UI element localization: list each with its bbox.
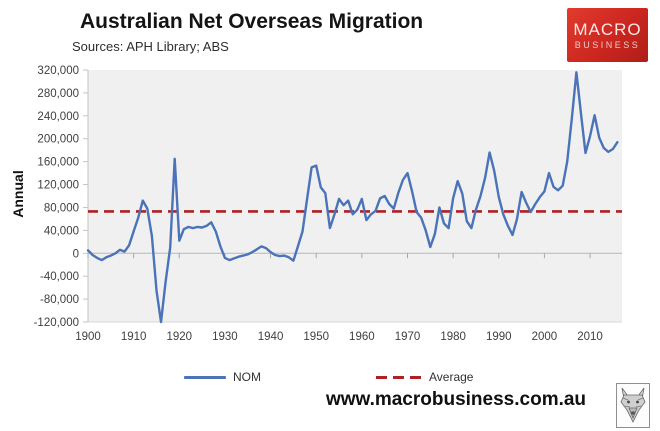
svg-text:1960: 1960 <box>349 331 375 343</box>
svg-text:-120,000: -120,000 <box>34 317 79 329</box>
legend-label-nom: NOM <box>233 370 261 384</box>
svg-text:280,000: 280,000 <box>37 88 79 100</box>
svg-text:1980: 1980 <box>440 331 466 343</box>
svg-text:1920: 1920 <box>166 331 192 343</box>
wolf-logo <box>616 383 650 428</box>
svg-text:1900: 1900 <box>75 331 101 343</box>
svg-text:2010: 2010 <box>577 331 603 343</box>
svg-text:120,000: 120,000 <box>37 180 79 192</box>
svg-text:160,000: 160,000 <box>37 157 79 169</box>
svg-text:200,000: 200,000 <box>37 134 79 146</box>
svg-text:1970: 1970 <box>395 331 421 343</box>
logo-macro-text: MACRO <box>573 19 642 39</box>
legend-item-average: Average <box>376 368 473 386</box>
legend-label-average: Average <box>429 370 474 384</box>
svg-text:1950: 1950 <box>303 331 329 343</box>
footer-url: www.macrobusiness.com.au <box>325 389 587 410</box>
svg-text:0: 0 <box>73 248 79 260</box>
average-dash-sample-icon <box>376 375 422 379</box>
svg-text:80,000: 80,000 <box>44 202 79 214</box>
svg-text:1940: 1940 <box>258 331 284 343</box>
svg-text:40,000: 40,000 <box>44 225 79 237</box>
svg-text:-80,000: -80,000 <box>40 294 79 306</box>
svg-text:1910: 1910 <box>121 331 147 343</box>
nom-line-sample-icon <box>184 375 226 379</box>
legend: NOM Average <box>0 368 660 386</box>
logo-business-text: BUSINESS <box>574 39 641 50</box>
svg-text:320,000: 320,000 <box>37 65 79 77</box>
svg-text:2000: 2000 <box>532 331 558 343</box>
svg-text:240,000: 240,000 <box>37 111 79 123</box>
svg-text:1990: 1990 <box>486 331 512 343</box>
chart-title: Australian Net Overseas Migration <box>80 10 424 33</box>
y-axis-title: Annual <box>10 170 26 218</box>
chart-subtitle: Sources: APH Library; ABS <box>72 39 229 54</box>
legend-item-nom: NOM <box>184 368 261 386</box>
svg-text:-40,000: -40,000 <box>40 271 79 283</box>
macrobusiness-logo: MACRO BUSINESS <box>567 8 648 62</box>
svg-text:1930: 1930 <box>212 331 238 343</box>
wolf-sketch-icon <box>620 387 646 423</box>
